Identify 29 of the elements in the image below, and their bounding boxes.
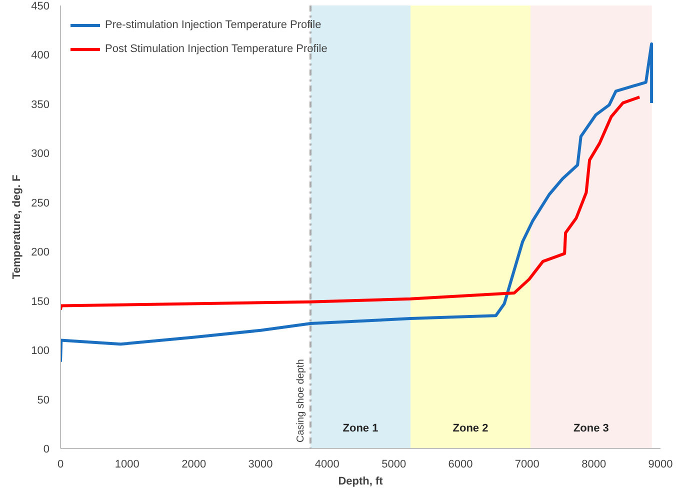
x-axis-title: Depth, ft [338,476,384,488]
y-tick-label: 50 [37,394,50,406]
x-tick-label: 8000 [582,458,606,470]
x-tick-label: 4000 [314,458,340,470]
x-tick-label: 2000 [182,458,206,470]
y-tick-label: 150 [31,296,50,308]
y-tick-label: 250 [31,197,50,210]
y-tick-label: 400 [31,50,50,62]
legend-label: Pre-stimulation Injection Temperature Profile [105,19,322,31]
y-axis-title: Temperature, deg. F [11,174,24,280]
line-series [60,96,642,312]
x-tick-label: 6000 [448,458,473,470]
x-tick-label: 3000 [248,458,273,470]
band-label: Zone 3 [573,422,609,434]
y-tick-label: 450 [31,0,50,12]
y-tick-label: 200 [31,246,50,259]
x-tick-label: 7000 [514,458,540,470]
y-tick-label: 300 [31,148,50,160]
x-tick-label: 9000 [648,458,673,470]
y-tick-label: 0 [43,444,50,456]
band-label: Zone 2 [452,422,488,434]
x-tick-label: 0 [57,458,64,470]
legend-label: Post Stimulation Injection Temperature Profile [105,43,328,55]
ref-line-label: Casing shoe depth [296,359,306,442]
x-tick-label: 1000 [114,458,140,470]
x-tick-label: 5000 [382,458,406,470]
y-tick-label: 100 [31,345,50,358]
y-tick-label: 350 [31,98,50,111]
band-label: Zone 1 [342,422,378,434]
